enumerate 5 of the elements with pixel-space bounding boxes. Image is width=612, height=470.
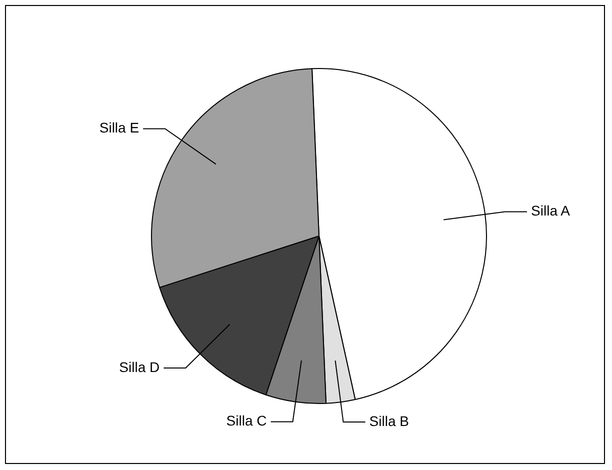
slice-label: Silla E: [99, 120, 140, 136]
slice-label: Silla A: [531, 202, 571, 219]
slice-label: Silla B: [369, 412, 409, 429]
slice-label: Silla C: [226, 412, 267, 429]
slice-label: Silla D: [119, 358, 160, 375]
